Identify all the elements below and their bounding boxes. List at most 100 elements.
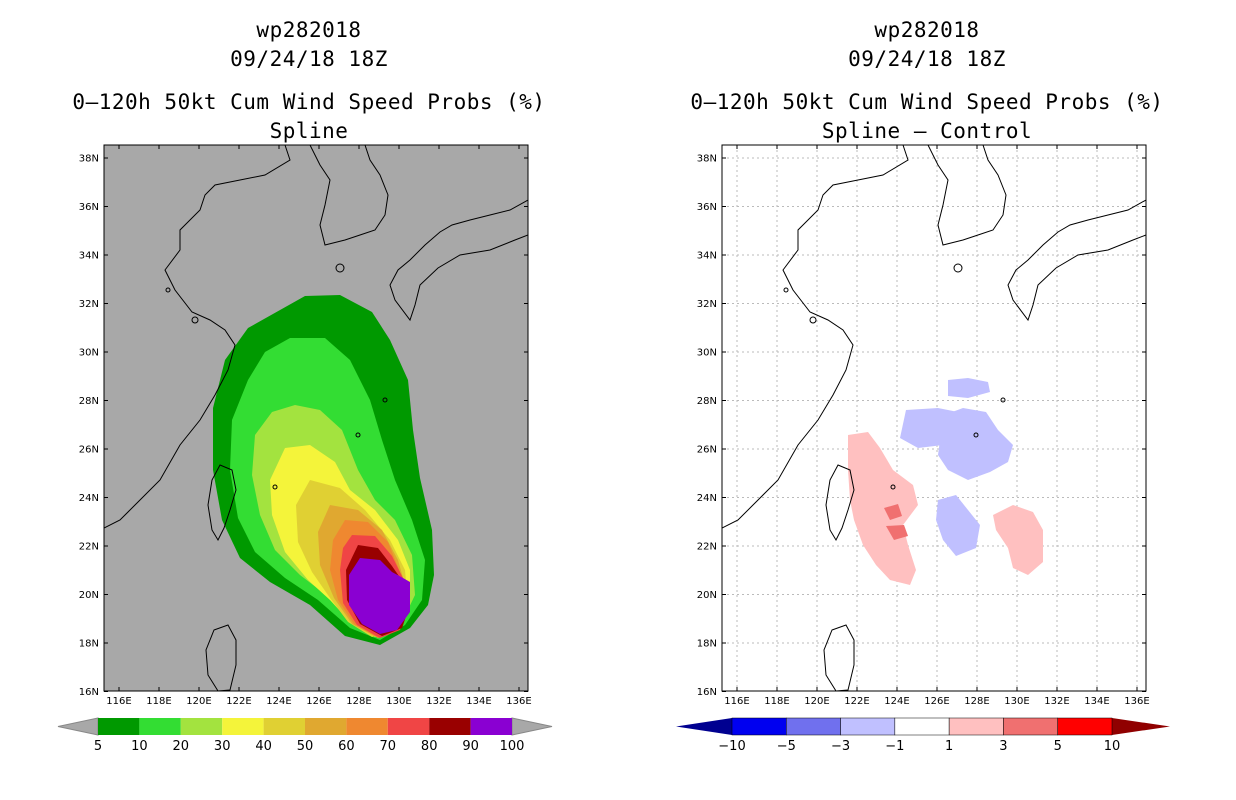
colorbar-label: 80 (421, 739, 438, 754)
probability-colorbar: 5 10 20 30 40 50 60 70 80 90 100 (57, 717, 553, 754)
colorbar-high-arrow (511, 717, 553, 736)
colorbar-box (222, 718, 264, 735)
diff-pos-small (993, 505, 1043, 575)
colorbar-label: 50 (297, 739, 314, 754)
difference-contours (848, 378, 1043, 585)
map-subtitle: Spline – Control (821, 119, 1033, 143)
lat-label: 18N (79, 639, 99, 650)
colorbar-label: 5 (1054, 739, 1062, 754)
probability-contours (213, 295, 434, 645)
colorbar-label: 40 (255, 739, 272, 754)
lat-label: 20N (697, 590, 717, 601)
diff-pos-small (848, 432, 918, 585)
longitude-labels: 116E 118E 120E 122E 124E 126E 128E 130E 132E 134E… (724, 145, 1150, 707)
coastlines (104, 145, 528, 691)
lon-label: 128E (964, 696, 989, 707)
lon-label: 124E (884, 696, 909, 707)
lat-label: 20N (79, 590, 99, 601)
difference-colorbar: −10 −5 −3 −1 1 3 5 10 (676, 717, 1170, 754)
map-subtitle: Spline (269, 119, 349, 143)
lon-label: 122E (226, 696, 251, 707)
colorbar-label: 20 (173, 739, 190, 754)
lat-label: 16N (79, 687, 99, 698)
lon-label: 128E (346, 696, 371, 707)
probability-map: 38N 36N 34N 32N 30N 28N 26N 24N 22N 20N 18N 16N 116… (57, 144, 553, 754)
colorbar-box (263, 718, 305, 735)
lat-label: 34N (79, 251, 99, 262)
lat-label: 36N (79, 202, 99, 213)
lon-label: 118E (146, 696, 171, 707)
colorbar-label: 3 (999, 739, 1007, 754)
lat-label: 22N (79, 542, 99, 553)
lon-label: 116E (106, 696, 131, 707)
colorbar-box (346, 718, 388, 735)
lat-label: 24N (697, 493, 717, 504)
lon-label: 118E (764, 696, 789, 707)
storm-id: wp282018 (874, 18, 980, 42)
colorbar-box (98, 718, 140, 735)
lon-label: 124E (266, 696, 291, 707)
diff-pos-mid (884, 504, 902, 520)
lat-label: 26N (79, 445, 99, 456)
colorbar-label: 100 (500, 739, 525, 754)
colorbar-box (1057, 717, 1113, 736)
colorbar-box (894, 717, 950, 736)
diff-neg-small (936, 495, 980, 556)
colorbar-label: −3 (831, 739, 850, 754)
lat-label: 34N (697, 251, 717, 262)
latitude-labels: 38N 36N 34N 32N 30N 28N 26N 24N 22N 20N 18N 16N (79, 154, 528, 698)
lat-label: 32N (697, 299, 717, 310)
lat-label: 38N (79, 154, 99, 165)
colorbar-box (429, 718, 471, 735)
colorbar-label: 90 (462, 739, 479, 754)
colorbar-label: 70 (380, 739, 397, 754)
lon-label: 132E (1044, 696, 1069, 707)
colorbar-label: 30 (214, 739, 231, 754)
lon-label: 136E (1124, 696, 1149, 707)
lon-label: 132E (426, 696, 451, 707)
colorbar-low-arrow (676, 718, 732, 735)
product-title: 0–120h 50kt Cum Wind Speed Probs (%) (690, 90, 1164, 114)
lon-label: 136E (506, 696, 531, 707)
lat-label: 26N (697, 445, 717, 456)
left-panel: wp282018 09/24/18 18Z 0–120h 50kt Cum Wi… (57, 18, 553, 754)
diff-neg-small (948, 378, 990, 398)
difference-map: 38N 36N 34N 32N 30N 28N 26N 24N 22N 20N 18N 16N 116… (676, 144, 1170, 754)
lat-label: 32N (79, 299, 99, 310)
colorbar-label: 1 (945, 739, 953, 754)
lat-label: 28N (79, 396, 99, 407)
colorbar-low-arrow (57, 717, 99, 736)
lat-label: 28N (697, 396, 717, 407)
colorbar-label: 10 (131, 739, 148, 754)
colorbar-high-arrow (1112, 718, 1170, 735)
colorbar-box (305, 718, 347, 735)
colorbar-box (139, 718, 181, 735)
right-panel: wp282018 09/24/18 18Z 0–120h 50kt Cum Wi… (618, 0, 1236, 800)
lon-label: 134E (466, 696, 491, 707)
lon-label: 126E (306, 696, 331, 707)
lat-label: 38N (697, 154, 717, 165)
lat-label: 30N (697, 348, 717, 359)
lat-label: 30N (79, 348, 99, 359)
longitude-labels: 116E 118E 120E 122E 124E 126E 128E 130E 132E 134E… (106, 145, 532, 707)
prob-90 (349, 558, 410, 634)
colorbar-box (731, 717, 787, 736)
storm-id: wp282018 (256, 18, 362, 42)
lat-label: 22N (697, 542, 717, 553)
lon-label: 120E (186, 696, 211, 707)
colorbar-box (387, 718, 430, 735)
colorbar-box (786, 717, 841, 736)
colorbar-box (948, 717, 1004, 736)
coastlines (722, 145, 1146, 691)
lat-label: 18N (697, 639, 717, 650)
datetime: 09/24/18 18Z (848, 47, 1006, 71)
colorbar-label: −10 (718, 739, 745, 754)
diff-neg-small (936, 408, 1013, 480)
lon-label: 116E (724, 696, 749, 707)
lat-label: 36N (697, 202, 717, 213)
colorbar-label: 5 (94, 739, 102, 754)
latitude-labels: 38N 36N 34N 32N 30N 28N 26N 24N 22N 20N 18N 16N (697, 154, 1146, 698)
lon-label: 122E (844, 696, 869, 707)
colorbar-box (840, 717, 896, 736)
colorbar-label: 60 (338, 739, 355, 754)
